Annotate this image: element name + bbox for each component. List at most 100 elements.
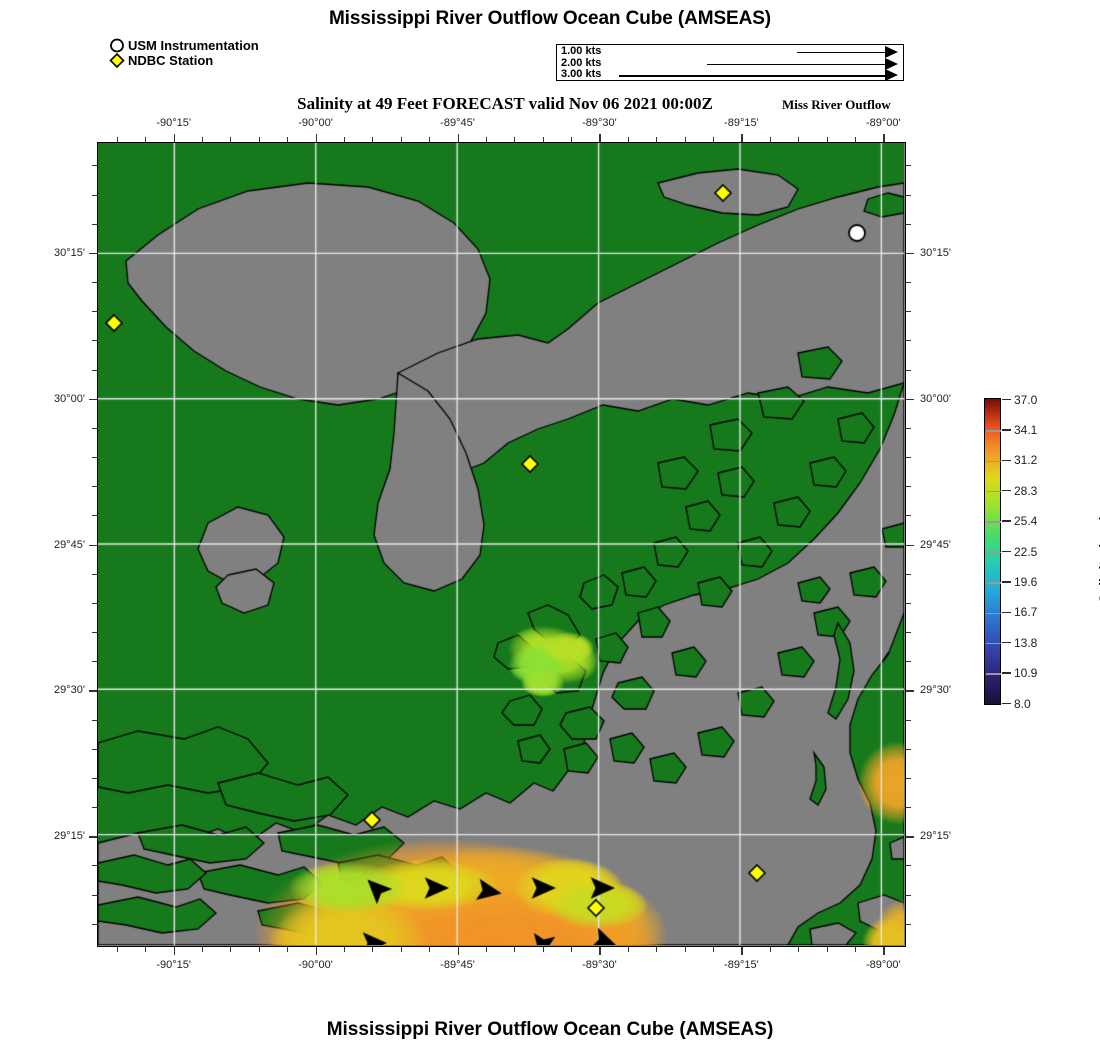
lat-major-tick	[906, 690, 914, 692]
lon-major-tick	[315, 947, 317, 955]
colorbar-gradient	[984, 398, 1001, 705]
colorbar-tick-label: 19.6	[1014, 574, 1038, 589]
lon-minor-tick	[627, 947, 629, 952]
lat-axis-label: 29°15'	[920, 830, 951, 843]
lon-axis-label: -89°15'	[724, 117, 759, 129]
lat-minor-tick	[906, 194, 911, 196]
vector-scale-row: 3.00 kts	[557, 68, 903, 82]
subtitle: Salinity at 49 Feet FORECAST valid Nov 0…	[297, 94, 713, 113]
lat-minor-tick	[906, 223, 911, 225]
bottom-title: Mississippi River Outflow Ocean Cube (AM…	[326, 1019, 774, 1040]
colorbar-tick	[1002, 398, 1011, 401]
vector-scale-legend: 1.00 kts 2.00 kts 3.00 kts	[556, 44, 904, 82]
vector-scale-label: 2.00 kts	[561, 56, 602, 69]
colorbar-tick-label: 28.3	[1014, 483, 1038, 498]
lon-minor-tick	[202, 947, 204, 952]
lat-axis-label: 30°00'	[920, 392, 951, 405]
colorbar-separator	[986, 430, 1001, 432]
lat-minor-tick	[906, 165, 911, 167]
lon-major-tick	[457, 947, 459, 955]
colorbar-separator	[986, 582, 1001, 584]
lon-minor-tick	[826, 947, 828, 952]
colorbar-separator	[986, 490, 1001, 493]
colorbar-tick-label: 8.0	[1014, 696, 1031, 711]
lat-major-tick	[906, 836, 914, 838]
colorbar-tick-label: 34.1	[1014, 422, 1038, 437]
lat-major-tick	[906, 544, 914, 546]
lon-major-tick	[599, 134, 601, 142]
legend-item-ndbc: NDBC Station	[108, 52, 368, 69]
lon-axis-label: -90°00'	[298, 117, 333, 129]
colorbar-separator	[986, 673, 1001, 675]
lon-minor-tick	[769, 947, 771, 952]
lon-minor-tick	[315, 947, 317, 952]
lat-minor-tick	[906, 515, 911, 517]
lat-major-tick	[89, 398, 97, 401]
lon-minor-tick	[542, 947, 544, 952]
lat-minor-tick	[906, 719, 911, 721]
lon-minor-tick	[798, 947, 800, 952]
lat-minor-tick	[906, 252, 911, 254]
vector-scale-label: 3.00 kts	[561, 68, 602, 81]
colorbar-tick-label: 25.4	[1014, 514, 1038, 529]
lat-minor-tick	[906, 486, 911, 488]
lat-minor-tick	[906, 661, 911, 663]
lat-minor-tick	[906, 836, 911, 838]
lon-major-tick	[457, 134, 459, 142]
subtitle-right-label: Miss River Outflow	[782, 97, 891, 112]
colorbar-tick-label: 16.7	[1014, 605, 1038, 620]
colorbar-tick	[1002, 641, 1011, 644]
lon-axis-label: -89°30'	[582, 117, 617, 129]
lat-minor-tick	[906, 573, 911, 575]
colorbar-separator	[986, 642, 1001, 645]
lon-major-tick	[883, 947, 885, 955]
legend-item-usm: USM Instrumentation	[108, 38, 368, 53]
colorbar-title: Salinity (psu)	[1095, 515, 1100, 603]
lon-axis-label: -89°45'	[440, 117, 475, 129]
map-panel[interactable]	[97, 142, 906, 947]
lon-minor-tick	[287, 947, 289, 952]
lon-minor-tick	[599, 947, 601, 952]
legend-label-ndbc: NDBC Station	[128, 53, 214, 68]
vector-scale-arrowhead	[885, 46, 898, 58]
colorbar-separator	[986, 521, 1001, 523]
lon-minor-tick	[571, 947, 573, 952]
colorbar-tick	[1002, 520, 1011, 522]
lat-major-tick	[89, 836, 97, 838]
lon-major-tick	[173, 947, 176, 955]
lon-minor-tick	[145, 947, 147, 952]
lat-axis-label: 30°15'	[920, 246, 951, 259]
colorbar-tick	[1002, 489, 1011, 492]
colorbar-tick-label: 13.8	[1014, 635, 1038, 650]
lon-axis-label: -90°15'	[156, 117, 191, 129]
lon-axis-label: -89°45'	[440, 959, 475, 971]
lon-axis-label: -90°00'	[298, 959, 333, 971]
lon-major-tick	[315, 134, 317, 142]
vector-scale-label: 1.00 kts	[561, 45, 602, 57]
circle-marker-icon	[108, 38, 128, 53]
page-title: Mississippi River Outflow Ocean Cube (AM…	[328, 8, 772, 29]
lon-minor-tick	[485, 947, 487, 952]
lon-minor-tick	[712, 947, 714, 952]
lon-minor-tick	[372, 947, 374, 952]
lat-axis-label: 29°45'	[920, 538, 951, 551]
lat-minor-tick	[906, 369, 911, 371]
lat-minor-tick	[906, 544, 911, 546]
vector-scale-row: 2.00 kts	[557, 56, 903, 70]
colorbar-tick	[1002, 550, 1011, 553]
colorbar-tick-label: 22.5	[1014, 544, 1038, 559]
lon-minor-tick	[116, 947, 118, 952]
lat-minor-tick	[906, 894, 911, 896]
lon-axis-label: -90°15'	[156, 959, 191, 971]
lon-minor-tick	[656, 947, 658, 952]
salinity-field-canvas	[98, 143, 904, 945]
lat-major-tick	[89, 690, 97, 692]
lon-major-tick	[173, 134, 176, 142]
lon-minor-tick	[258, 947, 260, 952]
colorbar-tick-label: 37.0	[1014, 392, 1038, 407]
lat-axis-label: 30°00'	[54, 392, 85, 405]
vector-scale-shaft	[619, 75, 885, 77]
colorbar-tick	[1002, 611, 1011, 614]
lat-minor-tick	[906, 748, 911, 750]
lon-axis-label: -89°30'	[582, 959, 617, 971]
